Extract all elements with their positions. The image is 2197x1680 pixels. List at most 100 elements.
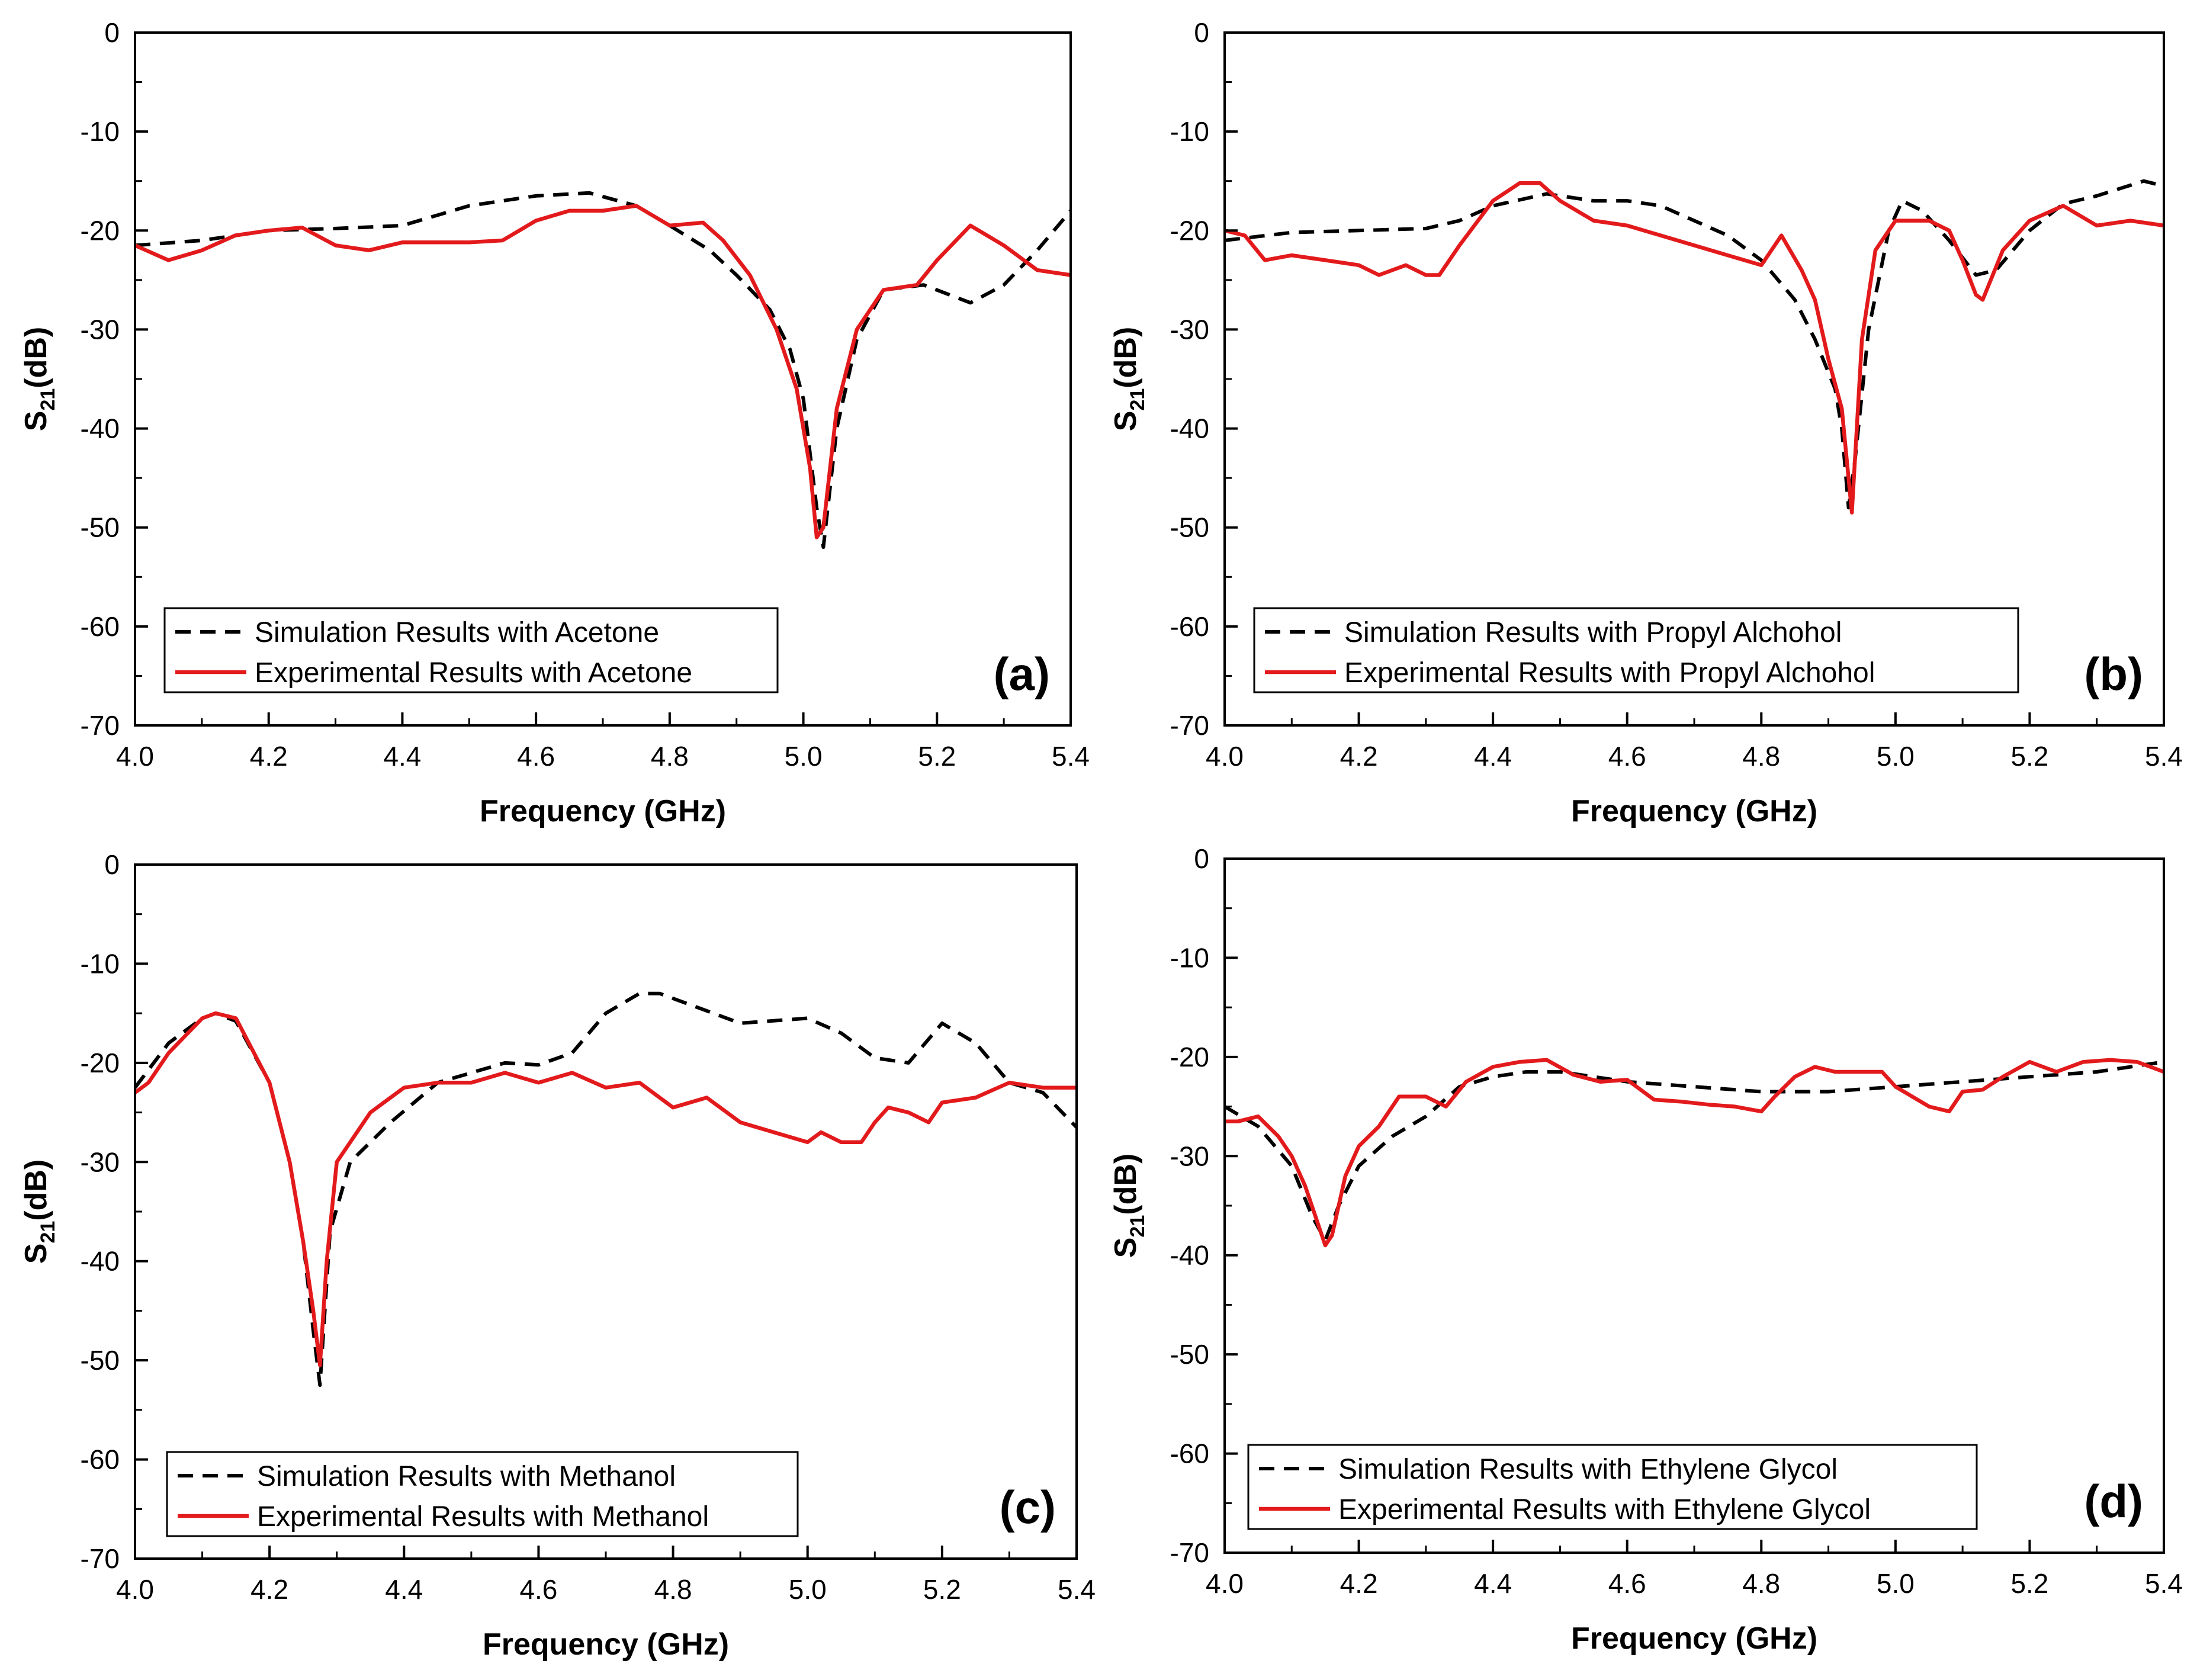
x-tick-label: 5.2: [2010, 741, 2048, 772]
x-axis-title: Frequency (GHz): [480, 794, 726, 828]
experimental-series-line: [134, 204, 1071, 539]
x-tick-label: 5.4: [2145, 741, 2183, 772]
y-axis-title-subscript: 21: [37, 388, 59, 411]
simulation-series-line: [1223, 1060, 2164, 1242]
y-axis-title: S21(dB): [19, 1159, 59, 1264]
x-tick-label: 4.4: [385, 1574, 423, 1605]
y-tick-label: -60: [1170, 1438, 1209, 1469]
legend-entry-label: Simulation Results with Propyl Alchohol: [1344, 617, 1842, 648]
chart-panel: 4.0 4.2 4.4 4.6 4.8 5.0 5.2 5.4 0 -10 -20 -30 -40 -50…: [1109, 17, 2183, 828]
y-axis-title: S21(dB): [1109, 327, 1149, 431]
x-tick-label: 4.4: [1474, 1568, 1512, 1599]
x-tick-label: 4.6: [1608, 1568, 1646, 1599]
y-axis-title-unit: (dB): [1109, 1154, 1143, 1215]
x-tick-label: 5.0: [785, 741, 823, 772]
legend: Simulation Results with Methanol Experime…: [166, 1451, 799, 1537]
y-tick-label: -30: [1170, 314, 1209, 345]
y-tick-label: -50: [81, 512, 120, 543]
y-tick-label: -10: [1170, 116, 1209, 147]
x-tick-label: 4.0: [116, 1574, 154, 1605]
legend: Simulation Results with Propyl Alchohol E…: [1253, 607, 2019, 693]
x-tick-label: 5.4: [1058, 1574, 1096, 1605]
x-tick-label: 4.8: [651, 741, 689, 772]
legend-entry-label: Simulation Results with Ethylene Glycol: [1338, 1454, 1838, 1485]
legend: Simulation Results with Ethylene Glycol E…: [1247, 1444, 1978, 1530]
y-axis-title-unit: (dB): [1109, 327, 1143, 388]
y-tick-label: -60: [81, 611, 120, 642]
x-tick-label: 5.4: [2145, 1568, 2183, 1599]
y-axis-title-subscript: 21: [1126, 1215, 1149, 1238]
y-tick-label: -10: [1170, 942, 1209, 973]
y-tick-label: -30: [81, 314, 120, 345]
y-tick-label: -20: [1170, 215, 1209, 246]
y-tick-label: -50: [1170, 512, 1209, 543]
y-tick-label: -30: [81, 1146, 120, 1177]
y-axis-title-unit: (dB): [19, 327, 53, 388]
experimental-series-line: [1225, 1058, 2165, 1248]
x-tick-label: 4.8: [1742, 741, 1780, 772]
experimental-series-line: [1224, 181, 2164, 515]
legend-entry-label: Experimental Results with Methanol: [257, 1501, 709, 1533]
y-tick-label: 0: [1194, 17, 1209, 48]
x-tick-label: 4.2: [1340, 1568, 1378, 1599]
x-tick-label: 5.2: [918, 741, 956, 772]
y-tick-label: -70: [1170, 1537, 1209, 1568]
chart-panel: 4.0 4.2 4.4 4.6 4.8 5.0 5.2 5.4 0 -10 -20 -30 -40 -50…: [19, 849, 1096, 1662]
y-tick-label: 0: [1194, 843, 1209, 874]
panel-label: (b): [2084, 648, 2143, 700]
y-tick-label: -40: [1170, 1240, 1209, 1271]
x-axis-title: Frequency (GHz): [483, 1627, 729, 1662]
x-tick-label: 4.0: [116, 741, 154, 772]
x-tick-label: 4.0: [1206, 741, 1244, 772]
panel-label: (a): [994, 648, 1050, 700]
y-axis-title-base: S: [1109, 1238, 1143, 1258]
panel-label: (d): [2084, 1475, 2143, 1527]
y-axis-title: S21(dB): [19, 327, 59, 431]
x-tick-label: 4.0: [1206, 1568, 1244, 1599]
chart-panel: 4.0 4.2 4.4 4.6 4.8 5.0 5.2 5.4 0 -10 -20 -30 -40 -50…: [1109, 843, 2183, 1656]
y-tick-label: -10: [81, 116, 120, 147]
y-tick-label: 0: [104, 849, 120, 880]
y-tick-label: -10: [81, 948, 120, 979]
legend: Simulation Results with Acetone Experimen…: [163, 607, 779, 693]
x-tick-label: 4.6: [519, 1574, 557, 1605]
legend-entry-label: Simulation Results with Acetone: [255, 617, 659, 648]
legend-entry-label: Simulation Results with Methanol: [257, 1461, 676, 1492]
y-tick-label: -20: [81, 215, 120, 246]
y-tick-label: -50: [1170, 1339, 1209, 1370]
panel-label: (c): [1000, 1481, 1056, 1533]
x-tick-label: 5.0: [1877, 1568, 1915, 1599]
y-axis-title: S21(dB): [1109, 1154, 1149, 1258]
y-axis-title-subscript: 21: [37, 1221, 59, 1244]
x-tick-label: 4.4: [1474, 741, 1512, 772]
x-tick-label: 5.4: [1052, 741, 1090, 772]
x-tick-label: 5.2: [2010, 1568, 2048, 1599]
y-tick-label: 0: [104, 17, 120, 48]
x-tick-label: 4.4: [383, 741, 421, 772]
x-tick-label: 5.0: [1877, 741, 1915, 772]
y-tick-label: -20: [1170, 1042, 1209, 1072]
legend-entry-label: Experimental Results with Propyl Alchoho…: [1344, 657, 1875, 689]
y-axis-title-base: S: [19, 411, 53, 432]
y-tick-label: -70: [81, 1543, 120, 1574]
x-tick-label: 5.0: [789, 1574, 827, 1605]
y-axis-title-base: S: [19, 1244, 53, 1264]
x-tick-label: 4.2: [250, 1574, 288, 1605]
y-tick-label: -20: [81, 1048, 120, 1078]
y-tick-label: -30: [1170, 1141, 1209, 1171]
y-tick-label: -60: [81, 1444, 120, 1475]
y-axis-title-base: S: [1109, 411, 1143, 432]
legend-entry-label: Experimental Results with Ethylene Glyco…: [1338, 1494, 1871, 1525]
x-tick-label: 4.6: [517, 741, 555, 772]
x-axis-title: Frequency (GHz): [1571, 794, 1817, 828]
legend-box: [166, 1451, 799, 1537]
y-axis-title-unit: (dB): [19, 1159, 53, 1221]
experimental-series-line: [134, 1011, 1077, 1367]
x-tick-label: 5.2: [923, 1574, 961, 1605]
legend-entry-label: Experimental Results with Acetone: [255, 657, 692, 689]
y-axis-title-subscript: 21: [1126, 388, 1149, 411]
simulation-series-line: [134, 191, 1072, 550]
x-tick-label: 4.2: [1340, 741, 1378, 772]
y-tick-label: -70: [81, 710, 120, 741]
